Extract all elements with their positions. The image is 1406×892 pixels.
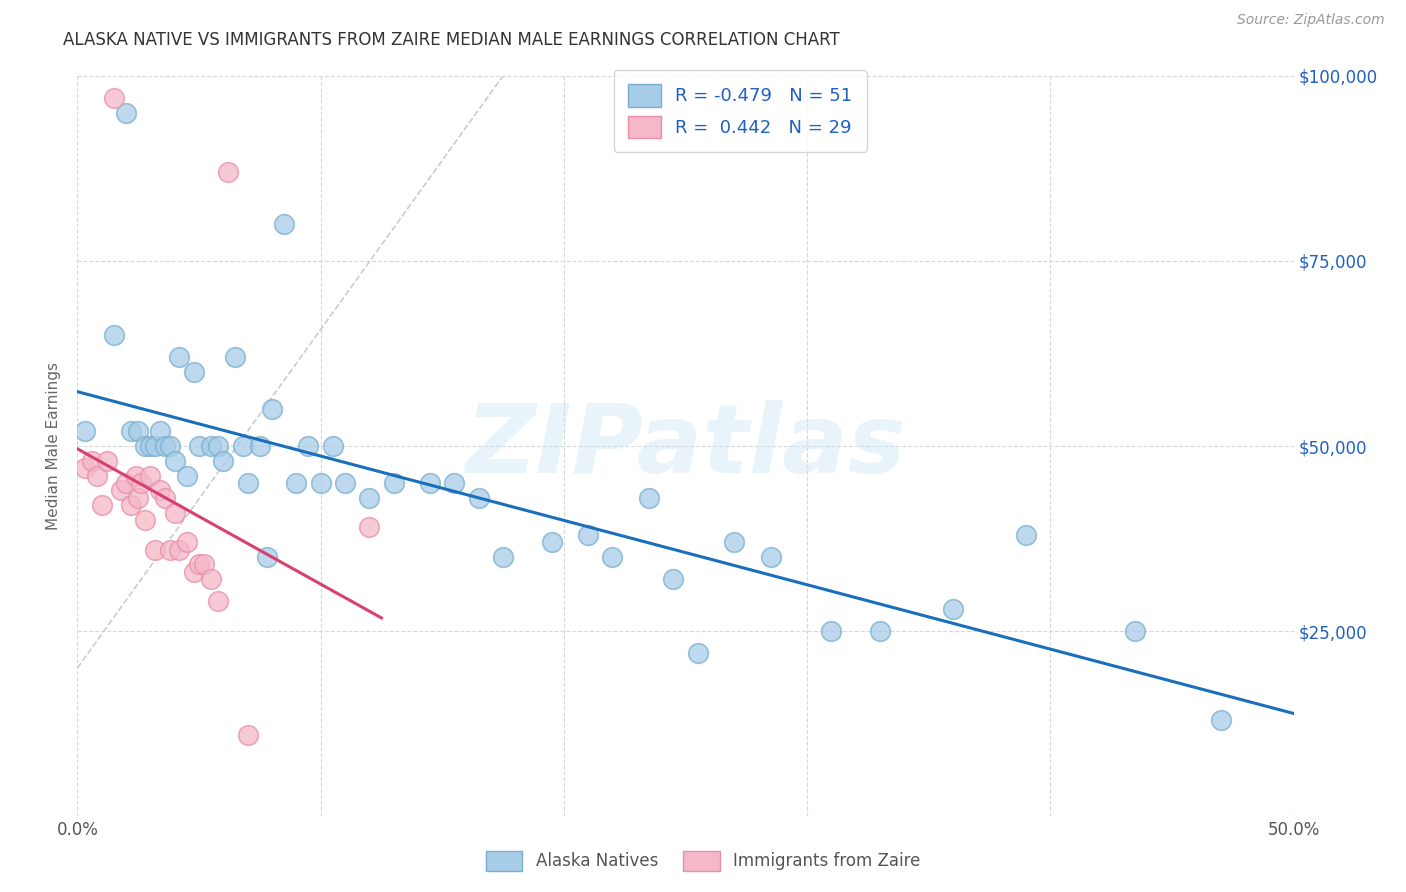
Point bbox=[139, 468, 162, 483]
Point bbox=[662, 572, 685, 586]
Point bbox=[176, 468, 198, 483]
Point bbox=[188, 558, 211, 572]
Point bbox=[73, 461, 96, 475]
Point bbox=[169, 350, 191, 364]
Point bbox=[540, 535, 562, 549]
Point bbox=[188, 439, 211, 453]
Point bbox=[260, 401, 283, 416]
Text: ALASKA NATIVE VS IMMIGRANTS FROM ZAIRE MEDIAN MALE EARNINGS CORRELATION CHART: ALASKA NATIVE VS IMMIGRANTS FROM ZAIRE M… bbox=[63, 31, 839, 49]
Point bbox=[153, 439, 176, 453]
Point bbox=[359, 520, 381, 534]
Point bbox=[212, 454, 235, 468]
Point bbox=[86, 468, 108, 483]
Point bbox=[153, 491, 176, 505]
Point bbox=[149, 424, 172, 438]
Point bbox=[602, 549, 624, 565]
Point bbox=[200, 572, 222, 586]
Point bbox=[273, 217, 295, 231]
Point bbox=[443, 475, 465, 490]
Text: ZIPatlas: ZIPatlas bbox=[465, 400, 905, 492]
Point bbox=[492, 549, 515, 565]
Point bbox=[467, 491, 489, 505]
Point bbox=[193, 558, 215, 572]
Point bbox=[125, 468, 148, 483]
Text: Source: ZipAtlas.com: Source: ZipAtlas.com bbox=[1237, 13, 1385, 28]
Point bbox=[127, 491, 149, 505]
Point bbox=[129, 475, 152, 490]
Point bbox=[139, 439, 162, 453]
Y-axis label: Median Male Earnings: Median Male Earnings bbox=[46, 362, 62, 530]
Point bbox=[359, 491, 381, 505]
Point bbox=[163, 506, 186, 520]
Legend: Alaska Natives, Immigrants from Zaire: Alaska Natives, Immigrants from Zaire bbox=[477, 842, 929, 880]
Point bbox=[149, 483, 172, 498]
Point bbox=[333, 475, 356, 490]
Point bbox=[322, 439, 344, 453]
Point bbox=[1015, 528, 1038, 542]
Point bbox=[942, 602, 965, 616]
Point bbox=[115, 475, 138, 490]
Point bbox=[207, 439, 229, 453]
Point bbox=[236, 728, 259, 742]
Point bbox=[103, 327, 125, 342]
Point bbox=[134, 439, 156, 453]
Point bbox=[285, 475, 308, 490]
Point bbox=[134, 513, 156, 527]
Point bbox=[80, 454, 103, 468]
Point bbox=[638, 491, 661, 505]
Point bbox=[224, 350, 246, 364]
Point bbox=[249, 439, 271, 453]
Point bbox=[217, 165, 239, 179]
Point bbox=[115, 105, 138, 120]
Legend: R = -0.479   N = 51, R =  0.442   N = 29: R = -0.479 N = 51, R = 0.442 N = 29 bbox=[613, 70, 866, 152]
Point bbox=[232, 439, 254, 453]
Point bbox=[382, 475, 405, 490]
Point bbox=[576, 528, 599, 542]
Point bbox=[120, 424, 142, 438]
Point bbox=[207, 594, 229, 608]
Point bbox=[110, 483, 132, 498]
Point bbox=[723, 535, 745, 549]
Point bbox=[143, 542, 166, 557]
Point bbox=[820, 624, 842, 639]
Point bbox=[297, 439, 319, 453]
Point bbox=[143, 439, 166, 453]
Point bbox=[96, 454, 118, 468]
Point bbox=[869, 624, 891, 639]
Point bbox=[90, 498, 112, 512]
Point bbox=[1209, 713, 1232, 727]
Point bbox=[163, 454, 186, 468]
Point bbox=[183, 565, 205, 579]
Point bbox=[127, 424, 149, 438]
Point bbox=[159, 439, 181, 453]
Point bbox=[183, 365, 205, 379]
Point bbox=[103, 91, 125, 105]
Point bbox=[419, 475, 441, 490]
Point bbox=[176, 535, 198, 549]
Point bbox=[236, 475, 259, 490]
Point bbox=[159, 542, 181, 557]
Point bbox=[73, 424, 96, 438]
Point bbox=[1125, 624, 1147, 639]
Point bbox=[200, 439, 222, 453]
Point bbox=[686, 646, 709, 660]
Point bbox=[256, 549, 278, 565]
Point bbox=[120, 498, 142, 512]
Point bbox=[169, 542, 191, 557]
Point bbox=[309, 475, 332, 490]
Point bbox=[759, 549, 782, 565]
